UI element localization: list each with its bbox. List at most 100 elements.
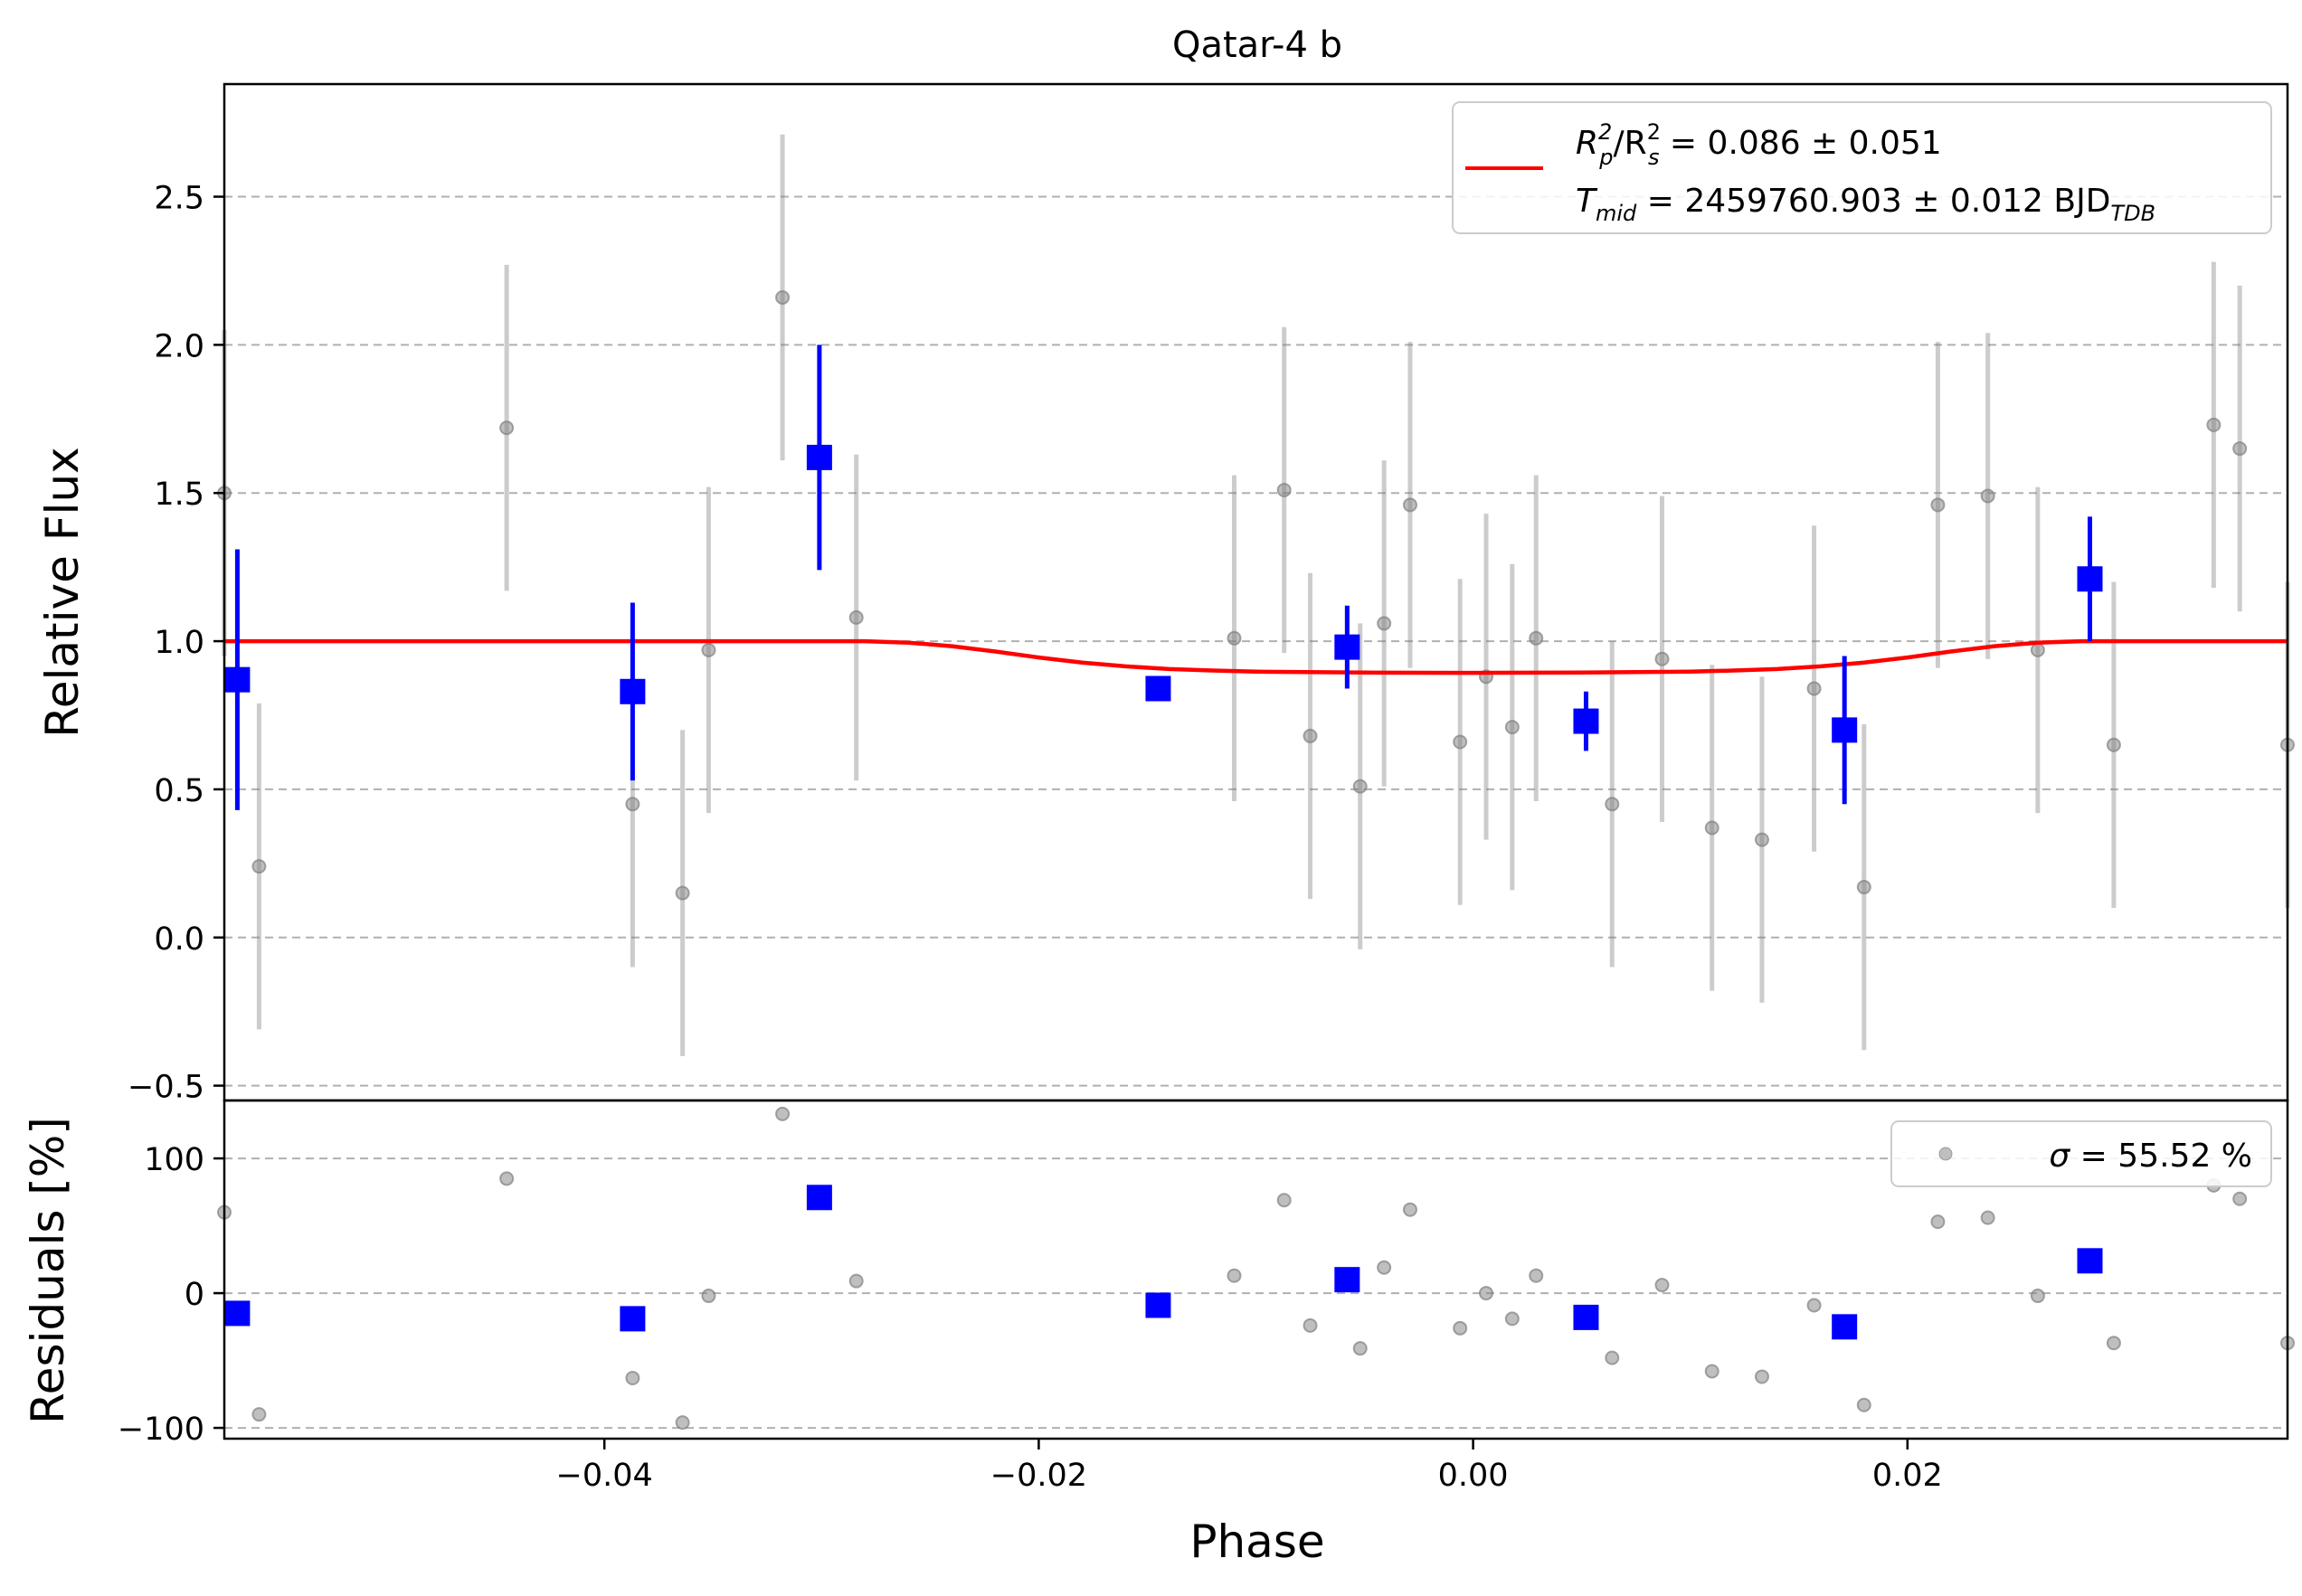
main-y-tick-label: 0.0 (154, 921, 204, 958)
residual-binned-point (620, 1306, 646, 1332)
residual-raw-point (1352, 1341, 1368, 1356)
residual-raw-point (1479, 1286, 1494, 1301)
main-model-curve (224, 638, 2288, 675)
raw-point (2030, 642, 2045, 657)
residual-binned-point (1334, 1267, 1360, 1293)
raw-point (499, 420, 515, 436)
legend-residual-marker (1938, 1147, 1953, 1161)
raw-point (675, 885, 690, 901)
residual-raw-point (775, 1106, 791, 1121)
residuals-y-tick-label: 0 (185, 1277, 204, 1313)
residual-raw-point (1276, 1193, 1292, 1208)
residual-raw-point (251, 1407, 267, 1422)
binned-point (806, 444, 832, 470)
main-binned-points (224, 345, 2103, 810)
main-legend-box (1452, 101, 2272, 234)
residual-raw-point (1654, 1278, 1670, 1293)
residual-raw-point (701, 1289, 716, 1304)
main-y-tick-label: 2.5 (154, 181, 204, 217)
raw-point (1856, 880, 1871, 895)
binned-point (2077, 566, 2103, 592)
residual-raw-point (1704, 1364, 1719, 1379)
chart-title: Qatar-4 b (1172, 24, 1342, 66)
residual-raw-point (2106, 1336, 2121, 1351)
x-tick-label: 0.02 (1872, 1458, 1943, 1494)
raw-point (1276, 482, 1292, 497)
raw-point (2206, 417, 2221, 432)
transit-model-line (224, 638, 2288, 675)
raw-point (1754, 832, 1769, 847)
main-y-tick-label: 1.5 (154, 477, 204, 513)
main-y-tick-label: −0.5 (128, 1070, 204, 1106)
raw-point (2232, 441, 2248, 457)
residual-raw-point (2232, 1191, 2248, 1206)
raw-point (1654, 651, 1670, 666)
residual-binned-point (1145, 1292, 1171, 1318)
residual-raw-point (1227, 1268, 1242, 1283)
residuals-gridlines (224, 1157, 2288, 1430)
raw-point (1303, 728, 1318, 743)
raw-point (1227, 630, 1242, 646)
raw-point (1980, 488, 1995, 504)
legend-mid-transit-time: Tmid = 2459760.903 ± 0.012 BJDTDB (1576, 183, 2155, 226)
residual-raw-point (1806, 1298, 1822, 1313)
main-y-tick-label: 1.0 (154, 625, 204, 661)
legend-sigma: σ = 55.52 % (2049, 1138, 2252, 1175)
residual-raw-point (625, 1370, 640, 1385)
raw-point (1704, 820, 1719, 836)
residual-raw-point (1856, 1397, 1871, 1412)
raw-point (1504, 720, 1520, 735)
residual-raw-point (1529, 1268, 1544, 1283)
residual-raw-point (1402, 1202, 1417, 1217)
binned-point (1573, 708, 1599, 734)
x-tick-label: 0.00 (1438, 1458, 1509, 1494)
residual-raw-point (1504, 1311, 1520, 1327)
raw-point (848, 609, 864, 625)
residual-raw-point (1754, 1369, 1769, 1384)
raw-point (1377, 616, 1392, 631)
binned-point (620, 678, 646, 704)
main-legend: R2 p/R2 s = 0.086 ± 0.051 Tmid = 2459760.9… (1452, 101, 2272, 234)
residual-raw-point (1377, 1260, 1392, 1275)
binned-point (1145, 675, 1171, 702)
residuals-binned-points (224, 1185, 2103, 1340)
main-y-tick-label: 0.5 (154, 773, 204, 809)
raw-point (775, 289, 791, 305)
residual-binned-point (224, 1300, 251, 1327)
raw-point (1930, 497, 1946, 513)
residual-binned-point (806, 1185, 832, 1211)
main-y-ticks: −0.5 0.0 0.5 1.0 1.5 2.0 2.5 (128, 181, 224, 1106)
residuals-legend-box (1890, 1120, 2272, 1187)
raw-point (1605, 797, 1620, 812)
x-axis-label: Phase (1189, 1516, 1324, 1568)
x-tick-label: −0.04 (556, 1458, 653, 1494)
residuals-y-tick-label: 100 (144, 1142, 204, 1178)
residual-binned-point (1573, 1304, 1599, 1330)
residual-raw-point (1980, 1210, 1995, 1225)
residual-raw-point (1303, 1317, 1318, 1333)
raw-point (1352, 779, 1368, 794)
residual-raw-point (1605, 1350, 1620, 1365)
residual-raw-point (848, 1273, 864, 1289)
binned-point (224, 666, 251, 693)
raw-point (701, 642, 716, 657)
x-axis-ticks: −0.04 −0.02 0.00 0.02 (556, 1439, 1943, 1494)
legend-radius-ratio: R2 p/R2 s = 0.086 ± 0.051 (1576, 119, 1942, 170)
main-y-tick-label: 2.0 (154, 328, 204, 364)
residual-raw-point (2030, 1289, 2045, 1304)
raw-point (1806, 681, 1822, 696)
residual-binned-point (2077, 1248, 2103, 1274)
residuals-plot-frame (223, 1099, 2289, 1440)
raw-point (625, 797, 640, 812)
raw-point (1453, 734, 1468, 750)
residual-raw-point (1930, 1214, 1946, 1230)
residual-binned-point (1832, 1314, 1858, 1340)
residuals-raw-points (217, 1106, 2295, 1431)
residuals-y-ticks: −100 0 100 (118, 1142, 224, 1448)
y-axis-label-main: Relative Flux (36, 447, 89, 737)
raw-point (2106, 737, 2121, 752)
binned-point (1334, 634, 1360, 660)
raw-point (1529, 630, 1544, 646)
